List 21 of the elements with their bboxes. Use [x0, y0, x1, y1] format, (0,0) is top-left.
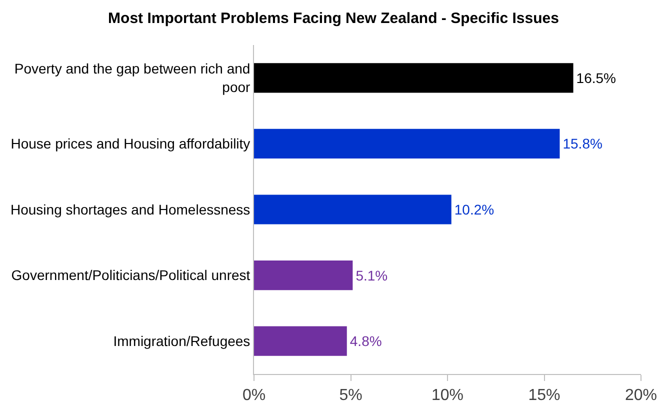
y-tick-label: Housing shortages and Homelessness [10, 201, 250, 218]
x-tick-label: 5% [339, 387, 362, 404]
data-label: 15.8% [562, 136, 602, 152]
bar [254, 128, 560, 159]
x-tick-label: 10% [431, 387, 464, 404]
bar [254, 260, 353, 290]
bar [254, 326, 347, 356]
data-label: 10.2% [454, 202, 494, 218]
bar [254, 194, 452, 224]
y-tick-label: House prices and Housing affordability [10, 136, 250, 152]
x-tick-label: 0% [242, 387, 266, 404]
x-tick-label: 20% [624, 387, 658, 404]
y-tick-label: Immigration/Refugees [113, 333, 250, 349]
chart-title: Most Important Problems Facing New Zealand - Specific Issues [108, 10, 559, 27]
data-label: 16.5% [576, 70, 616, 86]
y-tick-label: Poverty and the gap between rich and poor [14, 60, 251, 95]
bar [254, 63, 574, 93]
y-tick-label: Government/Politicians/Political unrest [11, 267, 250, 284]
data-label: 5.1% [356, 267, 388, 284]
x-tick-label: 15% [528, 387, 560, 404]
data-label: 4.8% [350, 333, 382, 350]
